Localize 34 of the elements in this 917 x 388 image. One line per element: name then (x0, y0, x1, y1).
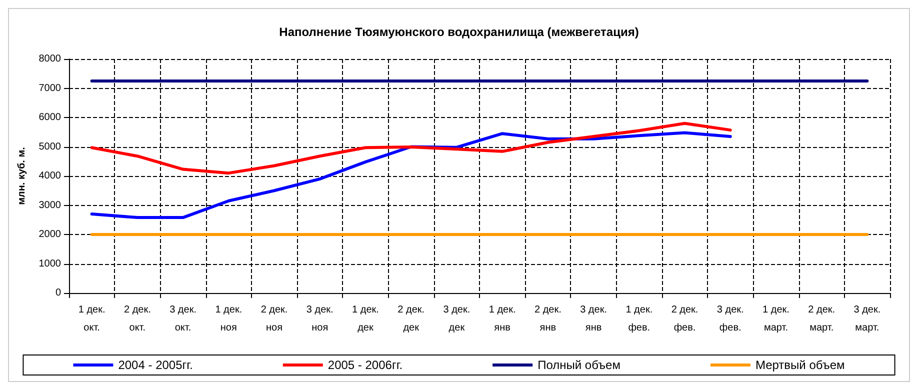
y-axis-title: млн. куб. м. (16, 146, 28, 205)
x-tick-label: 1 дек. март. (762, 304, 790, 334)
x-tick-label: 1 дек. фев. (626, 304, 653, 334)
x-tick-label: 3 дек. янв (580, 304, 607, 334)
x-tick-label: 2 дек. март. (808, 304, 836, 334)
y-tick-label: 8000 (38, 54, 62, 64)
x-tick-label: 2 дек. янв (534, 304, 562, 334)
y-tick-label: 5000 (38, 141, 62, 152)
y-tick-label: 6000 (38, 112, 62, 123)
x-tick-label: 2 дек. ноя (260, 304, 288, 334)
y-tick-label: 3000 (38, 200, 62, 211)
x-tick-label: 1 дек. янв (488, 304, 516, 334)
x-tick-label: 1 дек. окт. (78, 304, 106, 334)
legend-label: 2004 - 2005гг. (118, 358, 193, 372)
y-tick-label: 7000 (38, 82, 62, 94)
x-tick-label: 3 дек. фев. (716, 304, 744, 334)
y-tick-label: 4000 (38, 170, 62, 182)
x-tick-label: 3 дек. ноя (306, 304, 334, 334)
legend-label: 2005 - 2006гг. (328, 358, 403, 372)
x-tick-label: 3 дек. окт. (170, 304, 196, 334)
chart-title: Наполнение Тюямуюнского водохранилища (межвегетация) (279, 25, 639, 39)
x-tick-label: 1 дек. ноя (215, 304, 242, 334)
x-tick-label: 3 дек. март. (854, 304, 881, 334)
x-tick-label: 2 дек. окт. (124, 304, 151, 334)
y-tick-label: 1000 (38, 258, 62, 270)
x-tick-label: 1 дек. дек (352, 304, 379, 334)
legend-label: Мертвый объем (755, 358, 845, 372)
x-tick-label: 3 дек. дек (443, 304, 470, 334)
x-tick-label: 2 дек. фев. (671, 304, 698, 334)
y-tick-label: 2000 (38, 229, 62, 240)
legend-label: Полный объем (538, 358, 620, 372)
line-series (90, 122, 732, 175)
x-tick-label: 2 дек. дек (398, 304, 425, 334)
y-tick-label: 0 (55, 288, 62, 298)
